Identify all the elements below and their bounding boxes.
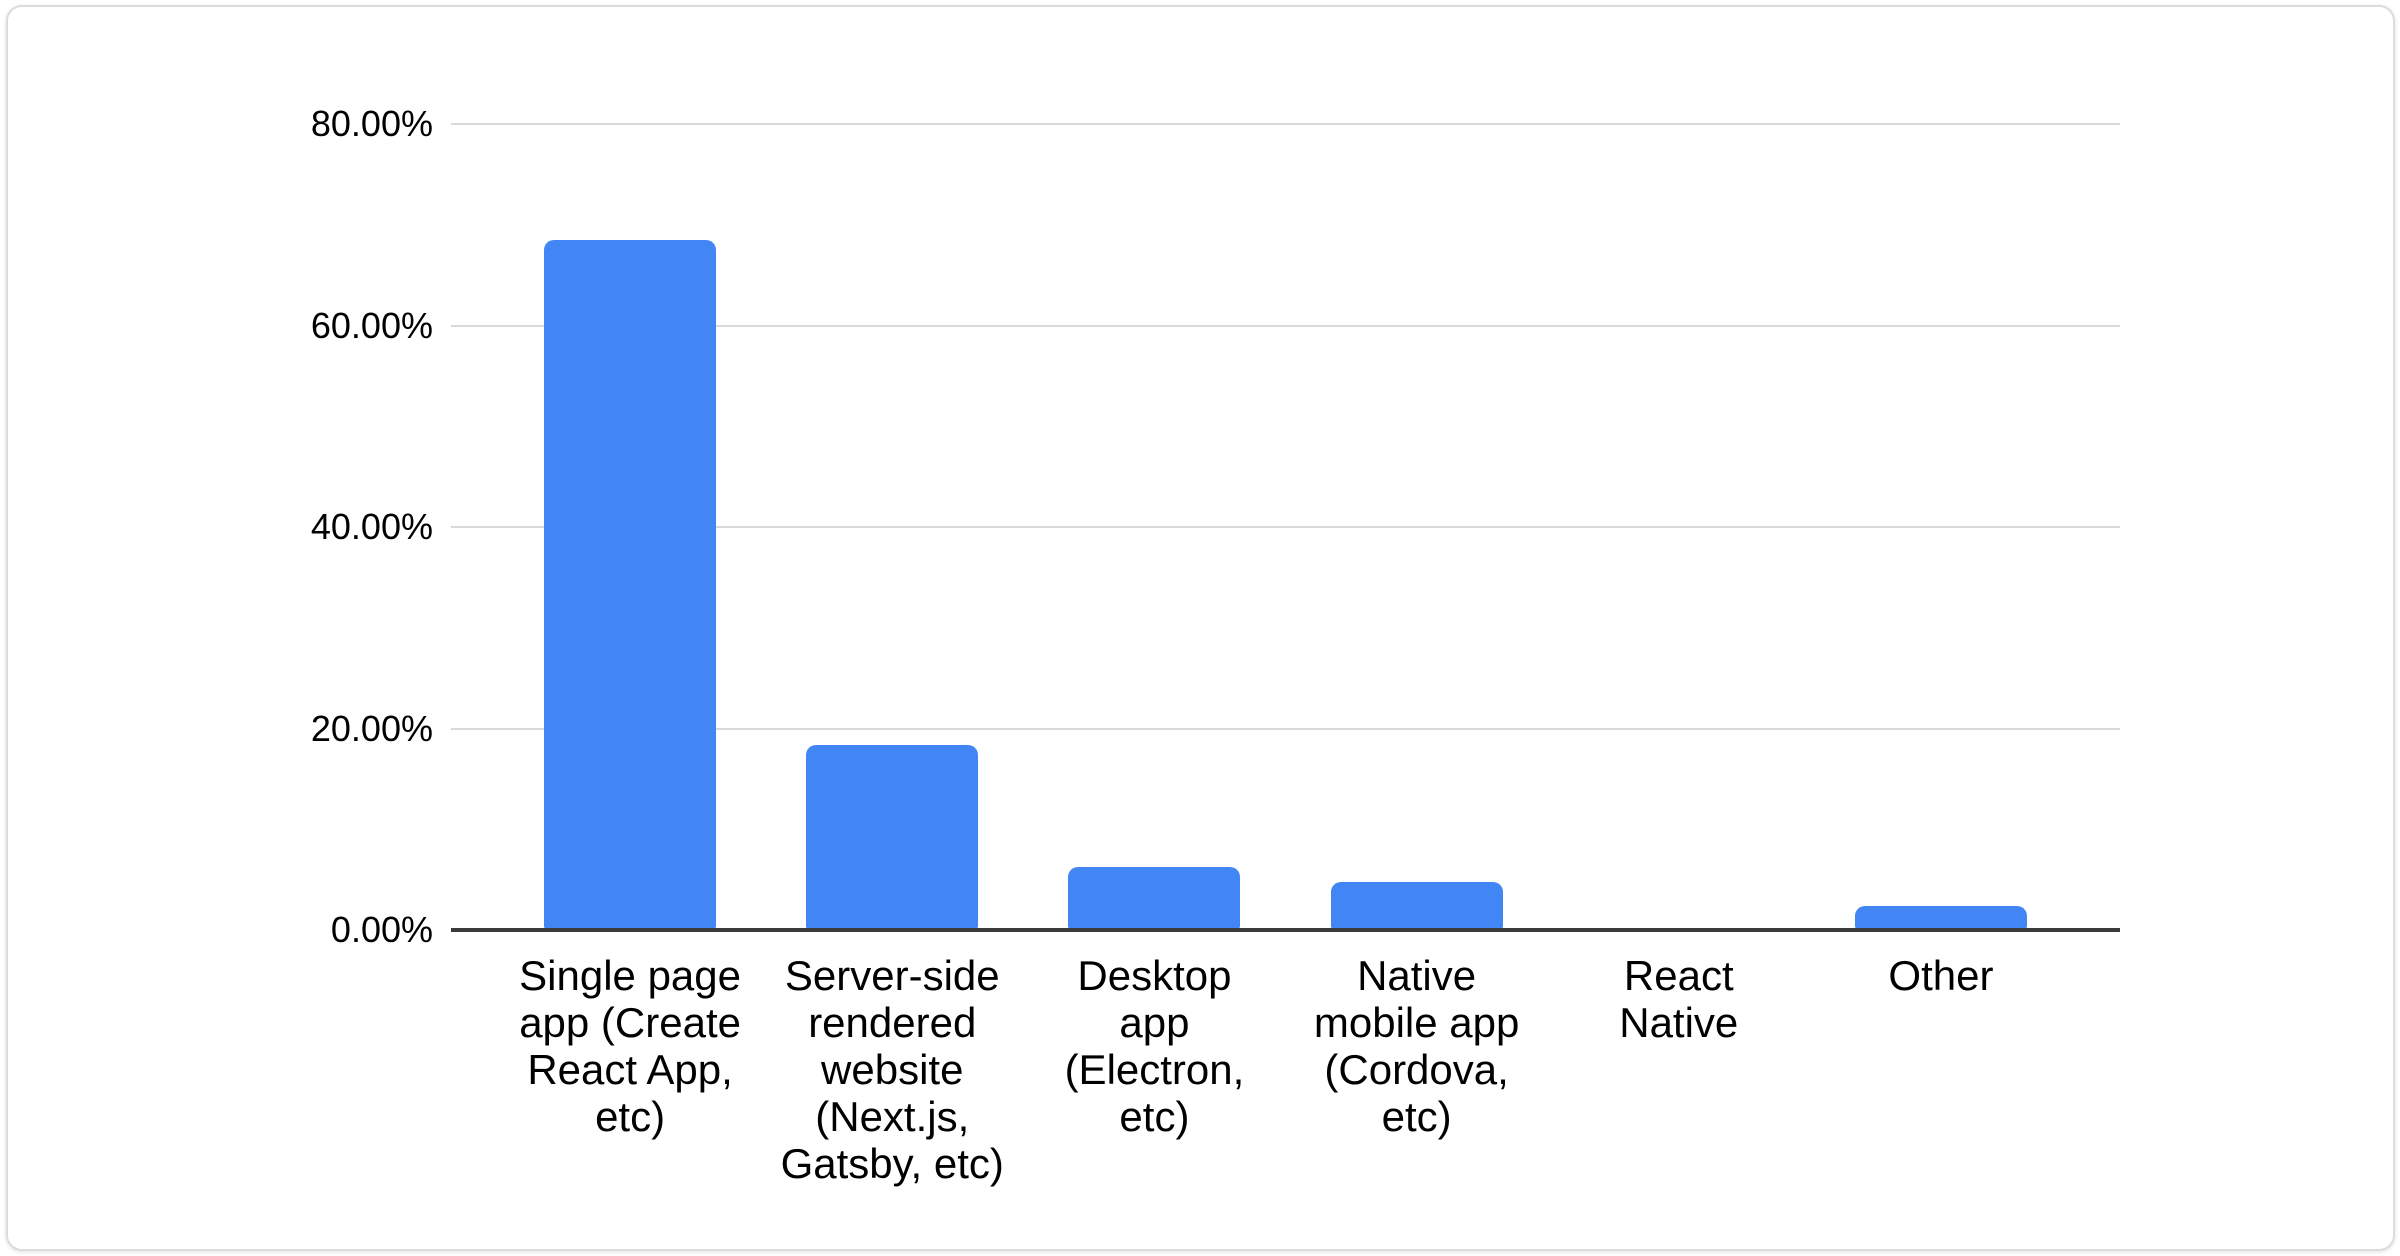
y-axis-tick-label: 0.00% [330,909,433,950]
chart-card: 80.00% 60.00% 40.00% 20.00% 0.00% Single pag… [6,5,2395,1251]
bar-slot [499,124,761,930]
x-axis-category-label: Native mobile app (Cordova, etc) [1313,952,1520,1140]
bar-slot [761,124,1023,930]
gridline [451,123,2120,125]
bar [1068,866,1241,930]
gridline [451,324,2120,327]
bar [544,239,717,930]
gridline [451,526,2120,528]
bar-slot [1023,124,1285,930]
x-axis-category-label: Desktop app (Electron, etc) [1064,952,1245,1140]
y-axis-tick-label: 40.00% [310,506,433,547]
x-axis-category-label: React Native [1619,952,1739,1046]
y-axis-tick-label: 80.00% [310,103,433,144]
x-axis-category-label: Single page app (Create React App, etc) [519,952,742,1140]
bar [1330,881,1503,930]
y-axis-tick-label: 20.00% [310,707,433,749]
plot-area [451,123,2120,932]
y-axis-tick-label: 60.00% [310,304,433,346]
x-axis-baseline [451,928,2120,932]
bar-slots [451,124,2120,930]
bar-slot [1548,124,1810,930]
bar-slot [1286,124,1548,930]
bar [1854,905,2027,930]
x-axis-category-label: Other [1888,952,1994,999]
x-axis-category-label: Server-side rendered website (Next.js, G… [780,952,1004,1187]
bar-slot [1810,124,2072,930]
x-axis-labels: Single page app (Create React App, etc) S… [451,952,2120,1187]
bar [806,744,979,930]
gridline [451,727,2120,730]
